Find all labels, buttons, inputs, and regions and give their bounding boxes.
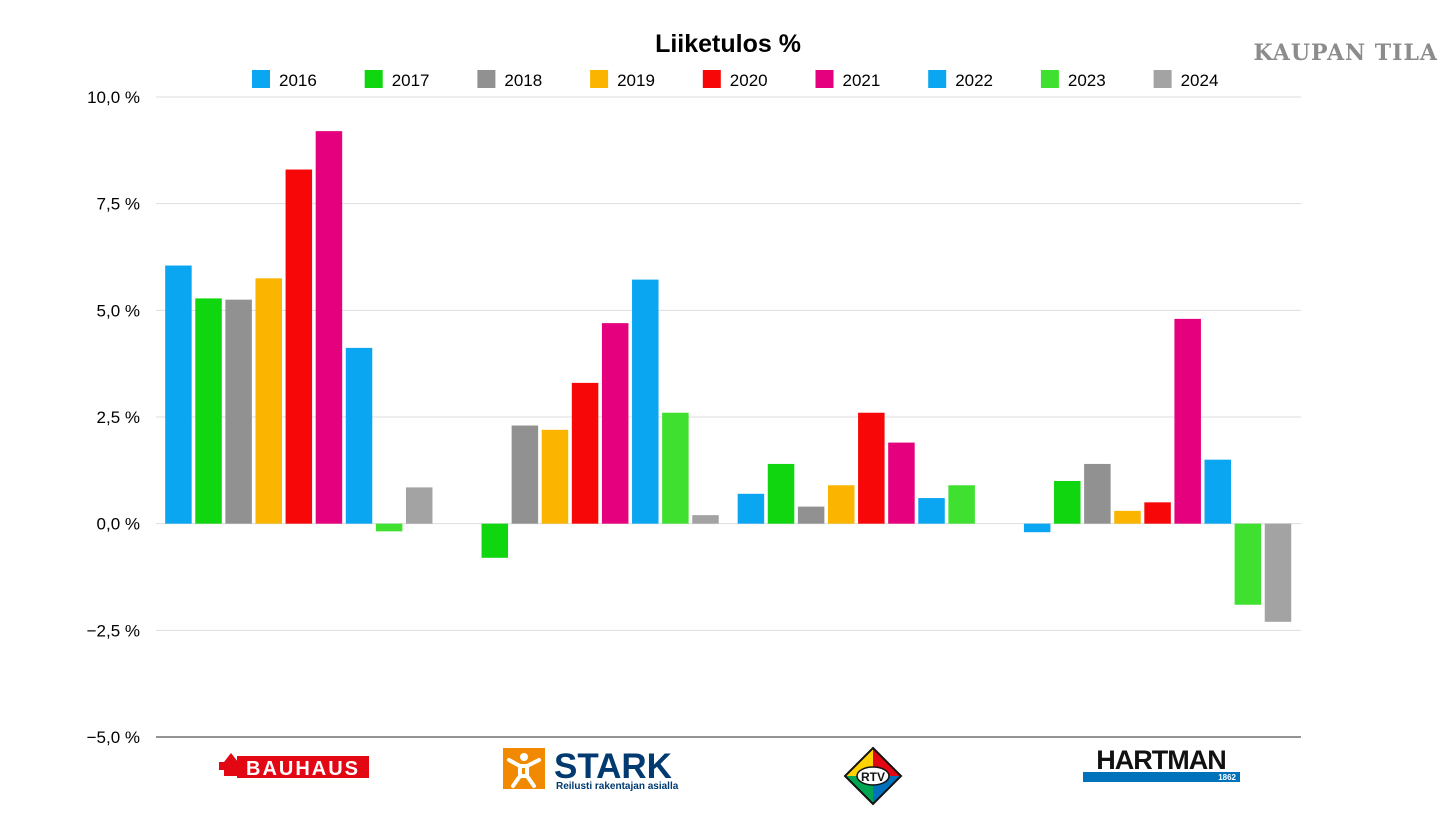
legend-label: 2023 [1068, 71, 1106, 90]
y-tick-label: 0,0 % [97, 515, 140, 534]
bar [255, 278, 282, 524]
bar [571, 382, 599, 524]
bar [375, 523, 403, 532]
y-tick-label: −5,0 % [87, 728, 140, 747]
legend: 2016 2017 2018 2019 2020 2021 2022 2023 2024 [252, 70, 1218, 90]
bar [858, 412, 885, 524]
legend-swatch [815, 70, 834, 88]
bar [888, 442, 915, 524]
legend-swatch [1040, 70, 1059, 88]
stark-logo-tagline: Reilusti rakentajan asialla [556, 781, 679, 792]
bar [1023, 523, 1051, 533]
y-tick-label: 7,5 % [97, 195, 140, 214]
legend-label: 2022 [955, 71, 993, 90]
legend-label: 2018 [504, 71, 542, 90]
bar [1084, 463, 1111, 524]
bar [1264, 523, 1292, 622]
y-tick-label: −2,5 % [87, 621, 140, 640]
bauhaus-logo: BAUHAUS [219, 753, 369, 780]
hartman-logo-bar [1083, 772, 1240, 782]
hartman-logo-text: HARTMAN [1096, 745, 1225, 775]
bar [481, 523, 509, 558]
legend-label: 2020 [730, 71, 768, 90]
legend-label: 2016 [279, 71, 317, 90]
hartman-logo-year: 1862 [1218, 773, 1236, 782]
stark-logo-text: STARK [554, 747, 672, 786]
bar [601, 323, 629, 524]
bar [918, 498, 945, 524]
bar [1174, 318, 1201, 524]
bar [511, 425, 539, 524]
stark-figure-body [507, 758, 541, 788]
bar [315, 131, 343, 524]
bar [1114, 510, 1141, 524]
y-tick-label: 2,5 % [97, 408, 140, 427]
bar [1054, 481, 1081, 524]
bar [737, 493, 765, 524]
bauhaus-logo-box [237, 756, 369, 778]
rtv-logo-text: RTV [861, 770, 885, 784]
bar [405, 487, 433, 524]
bar [1204, 459, 1232, 524]
bar [195, 298, 222, 524]
bar [1144, 502, 1171, 524]
legend-swatch [477, 70, 496, 88]
legend-label: 2017 [392, 71, 430, 90]
y-tick-label: 10,0 % [87, 88, 140, 107]
bauhaus-roof-shape [219, 762, 227, 770]
legend-swatch [364, 70, 383, 88]
chart-title: Liiketulos % [655, 30, 801, 58]
legend-swatch [702, 70, 721, 88]
bar [285, 169, 313, 524]
legend-label: 2019 [617, 71, 655, 90]
legend-label: 2021 [843, 71, 881, 90]
legend-swatch [1153, 70, 1172, 88]
y-tick-label: 5,0 % [97, 301, 140, 320]
bauhaus-house-shape [224, 753, 238, 776]
rtv-outline [843, 746, 903, 806]
bar [1234, 523, 1262, 605]
y-axis: 10,0 % 7,5 % 5,0 % 2,5 % 0,0 % −2,5 % −5,0 % [87, 88, 140, 747]
bar [827, 485, 855, 524]
bar [345, 347, 373, 524]
legend-swatch [252, 70, 270, 88]
bar [662, 412, 689, 524]
bar [767, 463, 795, 524]
watermark: KAUPAN TILA [1253, 40, 1438, 66]
stark-figure-head [520, 753, 528, 761]
bar [225, 299, 252, 524]
legend-label: 2024 [1181, 71, 1219, 90]
bars [165, 131, 1292, 622]
legend-swatch [928, 70, 947, 88]
bar [632, 279, 659, 524]
legend-swatch [590, 70, 609, 88]
bar [797, 506, 825, 524]
rtv-center [856, 766, 890, 786]
bar [948, 485, 975, 524]
bar [541, 429, 569, 524]
bar [165, 265, 192, 524]
bauhaus-logo-text: BAUHAUS [246, 758, 360, 780]
bar [692, 515, 719, 524]
rtv-logo: RTV [843, 746, 903, 806]
